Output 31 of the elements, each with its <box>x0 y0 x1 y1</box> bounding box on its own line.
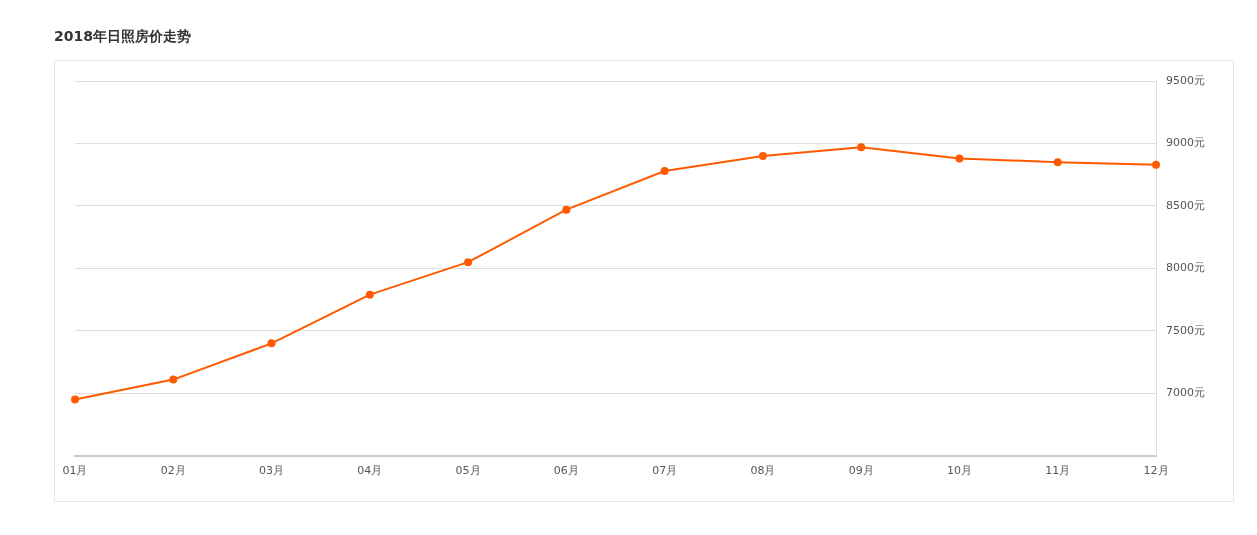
y-tick-label: 9000元 <box>1166 136 1206 150</box>
y-tick-label: 8000元 <box>1166 261 1206 275</box>
point <box>267 339 276 348</box>
point <box>562 205 571 214</box>
x-tick-label: 05月 <box>455 464 481 478</box>
point <box>857 143 866 152</box>
x-tick-label: 09月 <box>848 464 874 478</box>
y-tick-label: 7000元 <box>1166 386 1206 400</box>
x-tick-label: 07月 <box>652 464 678 478</box>
chart-title: 2018年日照房价走势 <box>54 28 192 46</box>
point <box>71 395 79 404</box>
x-tick-label: 01月 <box>62 464 88 478</box>
y-tick-label: 8500元 <box>1166 198 1206 212</box>
x-tick-label: 03月 <box>259 464 285 478</box>
x-tick-label: 10月 <box>946 464 972 478</box>
point <box>1152 160 1161 169</box>
point <box>660 166 669 175</box>
y-tick-label: 9500元 <box>1166 73 1206 87</box>
x-tick-label: 06月 <box>553 464 579 478</box>
point <box>758 151 767 160</box>
point <box>169 375 178 384</box>
x-tick-label: 08月 <box>750 464 776 478</box>
x-tick-label: 04月 <box>357 464 383 478</box>
point <box>365 290 374 299</box>
x-tick-label: 11月 <box>1045 464 1071 478</box>
x-tick-label: 12月 <box>1143 464 1169 478</box>
point <box>955 154 964 163</box>
y-tick-label: 7500元 <box>1166 323 1206 337</box>
x-tick-label: 02月 <box>160 464 186 478</box>
point <box>464 258 473 267</box>
point <box>1053 158 1062 167</box>
